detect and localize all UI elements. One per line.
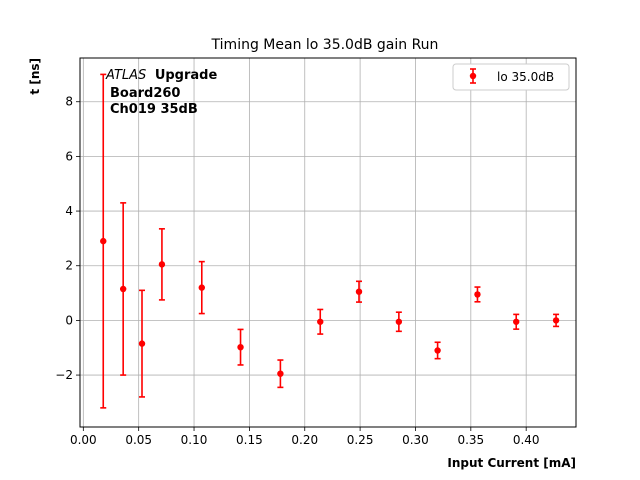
legend-label: lo 35.0dB — [497, 70, 554, 84]
y-tick-label: 4 — [65, 204, 73, 218]
marker — [198, 284, 205, 291]
x-tick-label: 0.40 — [513, 433, 540, 447]
data-point — [198, 260, 205, 315]
atlas-annotation: ATLAS Upgrade Board260 Ch019 35dB — [105, 68, 217, 117]
y-tick-label: 8 — [65, 95, 73, 109]
x-tick-label: 0.30 — [402, 433, 429, 447]
data-point — [277, 359, 284, 389]
data-point — [138, 289, 146, 398]
data-point — [317, 308, 324, 335]
legend: lo 35.0dB — [452, 63, 570, 91]
marker — [317, 318, 324, 325]
y-tick-label: 0 — [65, 313, 73, 327]
marker — [552, 317, 560, 324]
y-axis-label: t [ns] — [28, 58, 42, 95]
marker — [277, 370, 284, 377]
plot-area-frame — [79, 57, 577, 428]
data-point — [158, 228, 166, 301]
data-points — [100, 73, 560, 409]
annotation-upgrade: Upgrade — [155, 68, 218, 83]
y-axis-ticks: −2 0 2 4 6 8 — [55, 95, 80, 382]
y-tick-label: 2 — [65, 259, 73, 273]
data-point — [513, 313, 520, 330]
x-tick-label: 0.10 — [181, 433, 208, 447]
data-point — [355, 280, 363, 303]
x-tick-label: 0.20 — [291, 433, 318, 447]
marker — [395, 318, 403, 325]
marker — [434, 347, 441, 354]
svg-text:ATLAS Upgrade: ATLAS Upgrade — [105, 68, 217, 83]
x-tick-label: 0.15 — [236, 433, 263, 447]
x-tick-label: 0.05 — [125, 433, 152, 447]
data-point — [100, 73, 107, 409]
annotation-board: Board260 — [110, 86, 180, 101]
data-point — [434, 341, 441, 360]
x-tick-label: 0.00 — [70, 433, 97, 447]
x-tick-label: 0.35 — [457, 433, 484, 447]
x-tick-label: 0.25 — [347, 433, 374, 447]
annotation-channel: Ch019 35dB — [110, 102, 198, 117]
x-axis-ticks: 0.00 0.05 0.10 0.15 0.20 0.25 0.30 0.35 0.40 — [70, 427, 540, 447]
data-point — [395, 311, 403, 333]
data-point — [474, 286, 481, 303]
data-point — [552, 313, 560, 328]
data-point — [119, 202, 127, 376]
legend-box — [452, 63, 570, 91]
marker — [138, 340, 146, 347]
marker — [513, 318, 520, 325]
chart-title: Timing Mean lo 35.0dB gain Run — [211, 37, 439, 53]
legend-dot — [469, 72, 477, 80]
x-axis-label: Input Current [mA] — [447, 456, 576, 470]
annotation-atlas: ATLAS — [105, 68, 146, 83]
data-point — [237, 328, 244, 366]
marker — [474, 291, 481, 298]
y-tick-label: −2 — [55, 368, 73, 382]
marker — [158, 261, 166, 268]
y-tick-label: 6 — [65, 149, 73, 163]
marker — [355, 288, 363, 295]
marker — [100, 237, 107, 245]
marker — [237, 343, 244, 351]
marker — [119, 285, 127, 293]
legend-marker — [469, 68, 477, 84]
